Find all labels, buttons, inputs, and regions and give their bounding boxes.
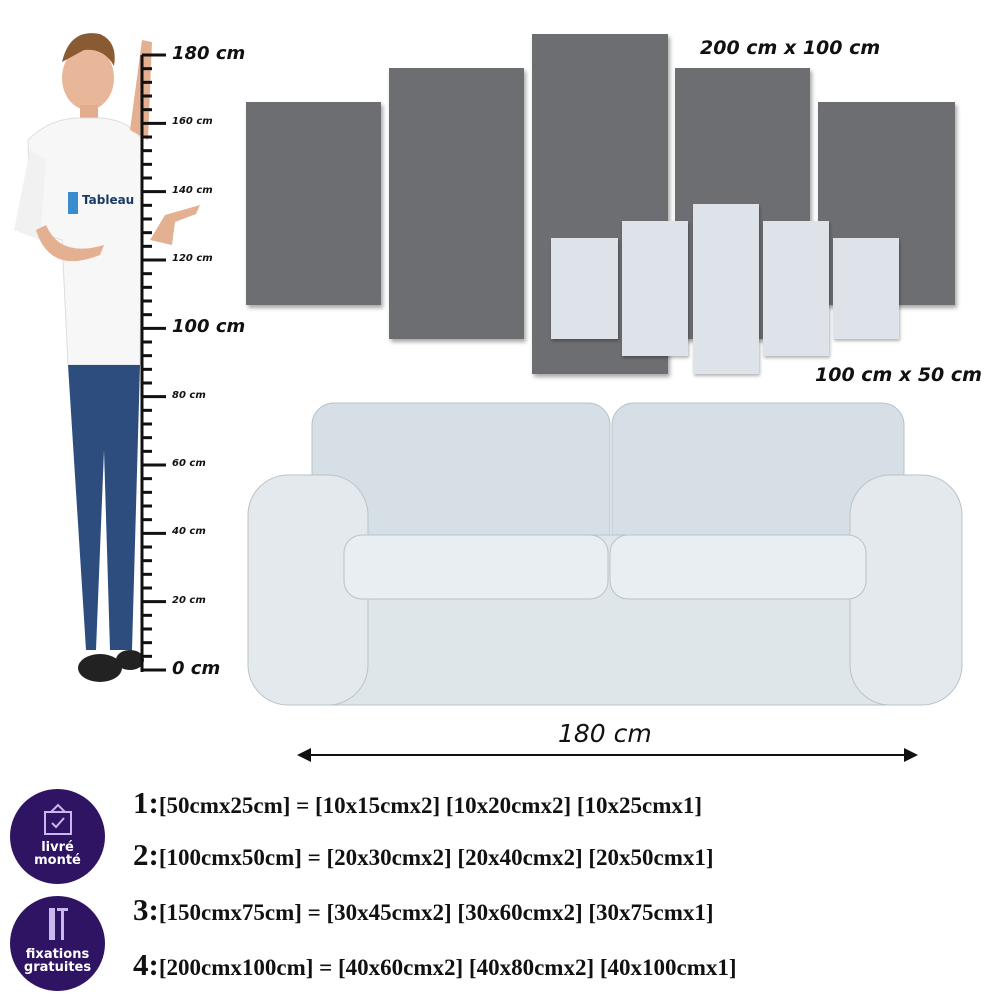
- ruler-label: 140 cm: [172, 184, 213, 196]
- small-panel-1: [551, 238, 618, 339]
- large-panel-2: [389, 68, 524, 339]
- shirt-logo: Tableau: [82, 193, 135, 207]
- badge-delivered-assembled: livré monté: [10, 789, 105, 884]
- sofa-width-label: 180 cm: [558, 719, 652, 748]
- ruler-label: 120 cm: [172, 253, 213, 264]
- size-option-3: 3:[150cmx75cm] = [30x45cmx2] [30x60cmx2]…: [133, 892, 714, 927]
- large-size-label: 200 cm x 100 cm: [700, 37, 881, 59]
- sofa-illustration: [247, 402, 963, 706]
- person-illustration: [14, 33, 200, 682]
- ruler-label: 40 cm: [172, 526, 206, 538]
- ruler-label: 100 cm: [172, 316, 246, 338]
- ruler-label: 20 cm: [172, 594, 206, 606]
- small-panel-3: [693, 204, 759, 374]
- width-arrow: [297, 748, 918, 762]
- ruler-label: 60 cm: [172, 458, 206, 469]
- size-option-1: 1:[50cmx25cm] = [10x15cmx2] [10x20cmx2] …: [133, 785, 703, 820]
- ruler-label: 0 cm: [172, 658, 221, 679]
- height-ruler: [140, 53, 166, 672]
- badge-free-fixings: fixations gratuites: [10, 896, 105, 991]
- framed-picture-check-icon: [44, 803, 72, 835]
- size-option-2: 2:[100cmx50cm] = [20x30cmx2] [20x40cmx2]…: [133, 837, 714, 872]
- wall-plug-screw-icon: [49, 908, 68, 940]
- size-option-4: 4:[200cmx100cm] = [40x60cmx2] [40x80cmx2…: [133, 947, 737, 982]
- small-panel-5: [833, 238, 899, 339]
- ruler-label: 80 cm: [172, 389, 206, 401]
- small-panel-4: [763, 221, 829, 356]
- small-panel-2: [622, 221, 688, 356]
- small-size-label: 100 cm x 50 cm: [815, 364, 982, 386]
- ruler-label: 160 cm: [172, 116, 213, 128]
- large-panel-1: [246, 102, 381, 305]
- ruler-label: 180 cm: [172, 43, 246, 64]
